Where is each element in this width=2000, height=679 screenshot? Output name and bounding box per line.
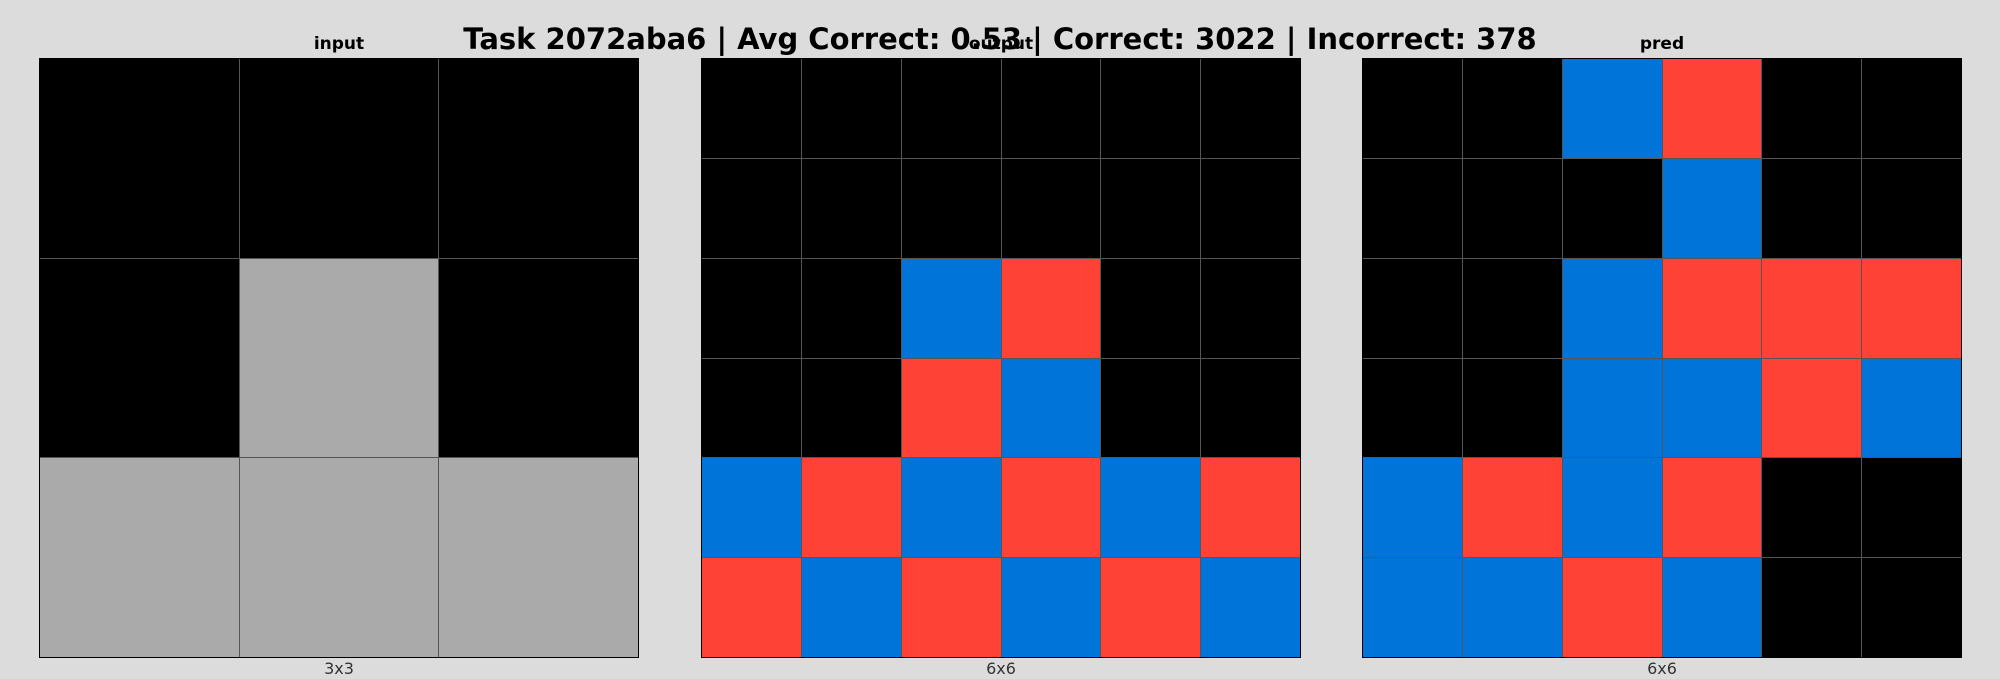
output-cell [702, 59, 801, 158]
pred-cell [1363, 558, 1462, 657]
input-cell [439, 458, 638, 657]
pred-cell [1862, 458, 1961, 558]
pred-cell [1562, 158, 1662, 258]
output-cell [801, 358, 901, 458]
pred-cell [1562, 458, 1662, 558]
pred-cell [1862, 158, 1961, 258]
output-cell [1001, 59, 1101, 158]
output-cell [901, 558, 1001, 657]
pred-cell [1462, 358, 1562, 458]
pred-cell [1363, 59, 1462, 158]
pred-cell [1862, 258, 1961, 358]
pred-cell [1462, 158, 1562, 258]
output-cell [1001, 358, 1101, 458]
input-cell [40, 59, 239, 258]
pred-cell [1462, 558, 1562, 657]
output-panel-title: output [968, 34, 1034, 54]
pred-cell [1363, 158, 1462, 258]
pred-cell [1462, 59, 1562, 158]
output-cell [1101, 258, 1201, 358]
pred-cell [1462, 258, 1562, 358]
output-grid [701, 58, 1301, 658]
output-cell [1201, 59, 1300, 158]
output-cell [1101, 158, 1201, 258]
output-cell [1001, 558, 1101, 657]
pred-cell [1662, 258, 1762, 358]
input-cell [239, 458, 439, 657]
output-cell [702, 158, 801, 258]
pred-cell [1662, 158, 1762, 258]
output-cell [1001, 158, 1101, 258]
output-cell [901, 358, 1001, 458]
output-cell [1201, 458, 1300, 558]
pred-cell [1762, 158, 1862, 258]
pred-cell [1363, 458, 1462, 558]
output-cell [702, 458, 801, 558]
output-cell [1201, 358, 1300, 458]
output-cell [801, 458, 901, 558]
pred-cell [1862, 358, 1961, 458]
output-cell [1101, 558, 1201, 657]
output-cell [801, 158, 901, 258]
output-cell [901, 258, 1001, 358]
pred-cell [1662, 358, 1762, 458]
input-cell [239, 258, 439, 458]
pred-cell [1762, 458, 1862, 558]
pred-size-caption: 6x6 [1647, 659, 1677, 678]
output-cell [1001, 458, 1101, 558]
output-cell [901, 458, 1001, 558]
pred-cell [1762, 358, 1862, 458]
output-cell [801, 59, 901, 158]
input-size-caption: 3x3 [324, 659, 354, 678]
input-cell [40, 258, 239, 458]
output-size-caption: 6x6 [986, 659, 1016, 678]
pred-cell [1562, 358, 1662, 458]
output-cell [1101, 458, 1201, 558]
output-cell [702, 258, 801, 358]
output-cell [801, 258, 901, 358]
input-grid [39, 58, 639, 658]
pred-cell [1762, 59, 1862, 158]
output-cell [1201, 558, 1300, 657]
figure-title: Task 2072aba6 | Avg Correct: 0.53 | Corr… [463, 22, 1537, 56]
output-cell [901, 59, 1001, 158]
pred-cell [1862, 59, 1961, 158]
output-cell [1101, 358, 1201, 458]
pred-cell [1363, 358, 1462, 458]
pred-cell [1662, 59, 1762, 158]
output-cell [1201, 158, 1300, 258]
pred-cell [1363, 258, 1462, 358]
output-cell [1001, 258, 1101, 358]
input-panel-title: input [313, 34, 365, 54]
input-cell [40, 458, 239, 657]
pred-cell [1862, 558, 1961, 657]
output-cell [801, 558, 901, 657]
pred-cell [1562, 558, 1662, 657]
pred-cell [1662, 558, 1762, 657]
pred-cell [1662, 458, 1762, 558]
output-cell [1201, 258, 1300, 358]
input-cell [439, 59, 638, 258]
pred-cell [1762, 258, 1862, 358]
pred-grid [1362, 58, 1962, 658]
pred-cell [1762, 558, 1862, 657]
pred-cell [1462, 458, 1562, 558]
output-cell [702, 358, 801, 458]
output-cell [1101, 59, 1201, 158]
input-cell [439, 258, 638, 458]
pred-cell [1562, 258, 1662, 358]
pred-panel-title: pred [1639, 34, 1685, 54]
output-cell [901, 158, 1001, 258]
output-cell [702, 558, 801, 657]
pred-cell [1562, 59, 1662, 158]
input-cell [239, 59, 439, 258]
